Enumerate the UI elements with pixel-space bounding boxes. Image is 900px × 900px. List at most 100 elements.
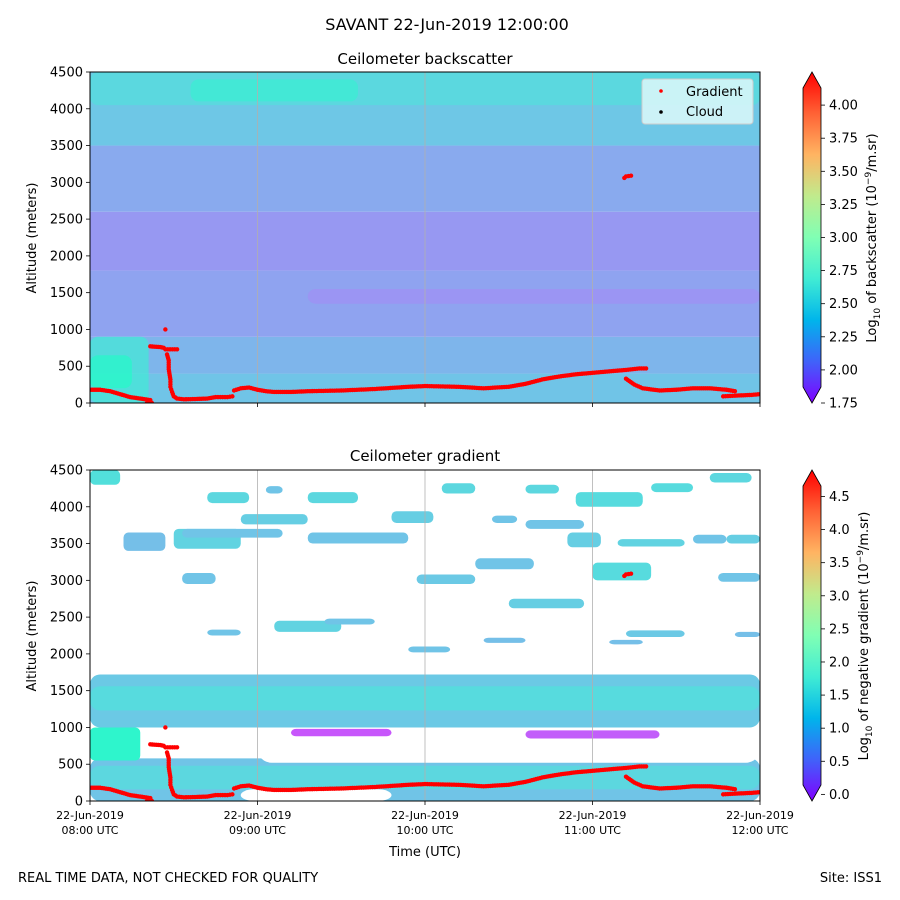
bot-gradient-point bbox=[163, 725, 168, 730]
xtick-date-1: 22-Jun-2019 bbox=[224, 809, 292, 822]
gradient-patch-21 bbox=[525, 520, 585, 529]
top-cbtick-label-1: 2.00 bbox=[829, 363, 858, 378]
bot-gradient-point bbox=[230, 792, 235, 797]
suptitle: SAVANT 22-Jun-2019 12:00:00 bbox=[325, 15, 569, 34]
gradient-patch-28 bbox=[617, 539, 685, 547]
top-ytick-label-1: 500 bbox=[58, 360, 83, 375]
legend-cloud-marker bbox=[659, 110, 663, 114]
bot-cbtick-label-4: 2.0 bbox=[829, 655, 850, 670]
gradient-patch-33 bbox=[726, 534, 760, 544]
gradient-patch-23 bbox=[525, 484, 559, 494]
top-cbtick-label-3: 2.50 bbox=[829, 297, 858, 312]
legend-cloud-label: Cloud bbox=[686, 105, 723, 120]
top-ytick-label-5: 2500 bbox=[50, 213, 83, 228]
top-ytick-label-9: 4500 bbox=[50, 66, 83, 81]
x-axis-label: Time (UTC) bbox=[388, 845, 461, 860]
bot-gradient-point bbox=[148, 797, 153, 801]
bot-ytick-label-9: 4500 bbox=[50, 464, 83, 479]
top-ytick-label-6: 3000 bbox=[50, 176, 83, 191]
gradient-patch-4 bbox=[123, 532, 166, 551]
backscatter-colorbar: 1.75 2.00 2.25 2.50 2.75 3.00 3.25 3.50 3.75 4.00… bbox=[802, 71, 883, 412]
backscatter-colorbar-label: Log10 of backscatter (10−9/m.sr) bbox=[864, 133, 883, 342]
gradient-patch-36 bbox=[291, 728, 392, 737]
gradient-patch-8 bbox=[207, 629, 241, 636]
gradient-patch-24 bbox=[567, 532, 601, 548]
gradient-patch-11 bbox=[307, 532, 409, 544]
gradient-patch-32 bbox=[693, 534, 727, 544]
gradient-patch-34 bbox=[734, 631, 760, 637]
gradient-patch-27 bbox=[609, 639, 643, 645]
backscatter-feature-4 bbox=[307, 288, 760, 304]
gradient-colorbar-label: Log10 of negative gradient (10−9/m.sr) bbox=[856, 512, 875, 761]
gradient-x-axis: 22-Jun-2019 08:00 UTC 22-Jun-2019 09:00 UTC… bbox=[56, 801, 794, 837]
top-cbtick-label-6: 3.25 bbox=[829, 198, 858, 213]
top-gradient-point bbox=[643, 366, 649, 371]
xtick-time-1: 09:00 UTC bbox=[229, 824, 286, 837]
gradient-colorbar-ticks: 0.0 0.5 1.0 1.5 2.0 2.5 3.0 3.5 4.0 4.5 bbox=[821, 490, 850, 803]
xtick-time-3: 11:00 UTC bbox=[564, 824, 621, 837]
gradient-gridlines bbox=[257, 470, 593, 801]
legend-box bbox=[641, 78, 754, 125]
gradient-patch-1 bbox=[90, 727, 141, 761]
gradient-patch-16 bbox=[416, 574, 476, 585]
gradient-y-axis: 0 500 1000 1500 2000 2500 3000 3500 4000 4500 bbox=[50, 464, 90, 810]
bot-cbtick-label-7: 3.5 bbox=[829, 556, 850, 571]
gradient-patch-20 bbox=[483, 637, 526, 643]
bot-ytick-label-6: 3000 bbox=[50, 574, 83, 589]
top-ytick-label-7: 3500 bbox=[50, 139, 83, 154]
bot-ytick-label-3: 1500 bbox=[50, 684, 83, 699]
xtick-date-4: 22-Jun-2019 bbox=[726, 809, 794, 822]
backscatter-title: Ceilometer backscatter bbox=[337, 50, 513, 68]
backscatter-colorbar-body bbox=[802, 71, 822, 404]
xtick-time-2: 10:00 UTC bbox=[396, 824, 453, 837]
bot-ytick-label-0: 0 bbox=[75, 795, 83, 810]
backscatter-gridlines bbox=[257, 72, 593, 403]
top-gradient-point bbox=[732, 389, 738, 394]
top-cbtick-label-8: 3.75 bbox=[829, 132, 858, 147]
gradient-patch-25 bbox=[575, 492, 643, 507]
top-cbtick-label-9: 4.00 bbox=[829, 99, 858, 114]
bot-gradient-point bbox=[174, 745, 180, 750]
bot-ytick-label-5: 2500 bbox=[50, 611, 83, 626]
gradient-ylabel: Altitude (meters) bbox=[25, 581, 40, 692]
gradient-patch-14 bbox=[391, 511, 434, 523]
top-gradient-point bbox=[757, 391, 760, 397]
gradient-patch-5 bbox=[182, 572, 216, 585]
bot-cbtick-label-6: 3.0 bbox=[829, 589, 850, 604]
xtick-date-3: 22-Jun-2019 bbox=[559, 809, 627, 822]
bot-cbtick-label-1: 0.5 bbox=[829, 755, 850, 770]
gradient-colorbar-body bbox=[802, 469, 822, 802]
top-ytick-label-2: 1000 bbox=[50, 323, 83, 338]
bot-ytick-label-7: 3500 bbox=[50, 537, 83, 552]
backscatter-feature-1 bbox=[90, 355, 132, 389]
xtick-time-0: 08:00 UTC bbox=[61, 824, 118, 837]
bot-gradient-point bbox=[732, 787, 738, 792]
gradient-patch-26 bbox=[592, 562, 652, 581]
top-ytick-label-8: 4000 bbox=[50, 102, 83, 117]
gradient-patch-19 bbox=[475, 558, 534, 570]
gradient-title: Ceilometer gradient bbox=[350, 447, 500, 465]
gradient-patch-7 bbox=[265, 486, 283, 494]
bot-cbtick-label-0: 0.0 bbox=[829, 788, 850, 803]
top-cbtick-label-7: 3.50 bbox=[829, 165, 858, 180]
bot-gradient-point bbox=[643, 764, 649, 769]
top-gradient-point bbox=[230, 394, 235, 399]
gradient-patch-29 bbox=[626, 630, 685, 637]
bot-cbtick-label-3: 1.5 bbox=[829, 689, 850, 704]
top-gradient-point bbox=[148, 399, 153, 403]
backscatter-colorbar-ticks: 1.75 2.00 2.25 2.50 2.75 3.00 3.25 3.50 3.75 4.00 bbox=[821, 99, 858, 412]
backscatter-y-axis: 0 500 1000 1500 2000 2500 3000 3500 4000 4500 bbox=[50, 66, 90, 412]
gradient-colorbar: 0.0 0.5 1.0 1.5 2.0 2.5 3.0 3.5 4.0 4.5 Log10 of … bbox=[802, 469, 875, 803]
footer-site: Site: ISS1 bbox=[820, 871, 882, 886]
backscatter-panel: Ceilometer backscatter 0 500 1000 1500 2000 2… bbox=[25, 50, 883, 412]
gradient-patch-15 bbox=[408, 646, 451, 653]
top-gradient-point bbox=[628, 173, 634, 178]
gradient-gap-1 bbox=[240, 789, 392, 801]
gradient-patch-13 bbox=[307, 492, 358, 504]
xtick-date-2: 22-Jun-2019 bbox=[391, 809, 459, 822]
backscatter-x-ticks bbox=[89, 403, 761, 407]
gradient-patch-0 bbox=[90, 470, 121, 485]
bot-gradient-point bbox=[757, 789, 760, 795]
legend-gradient-marker bbox=[659, 89, 663, 93]
top-cbtick-label-0: 1.75 bbox=[829, 397, 858, 412]
